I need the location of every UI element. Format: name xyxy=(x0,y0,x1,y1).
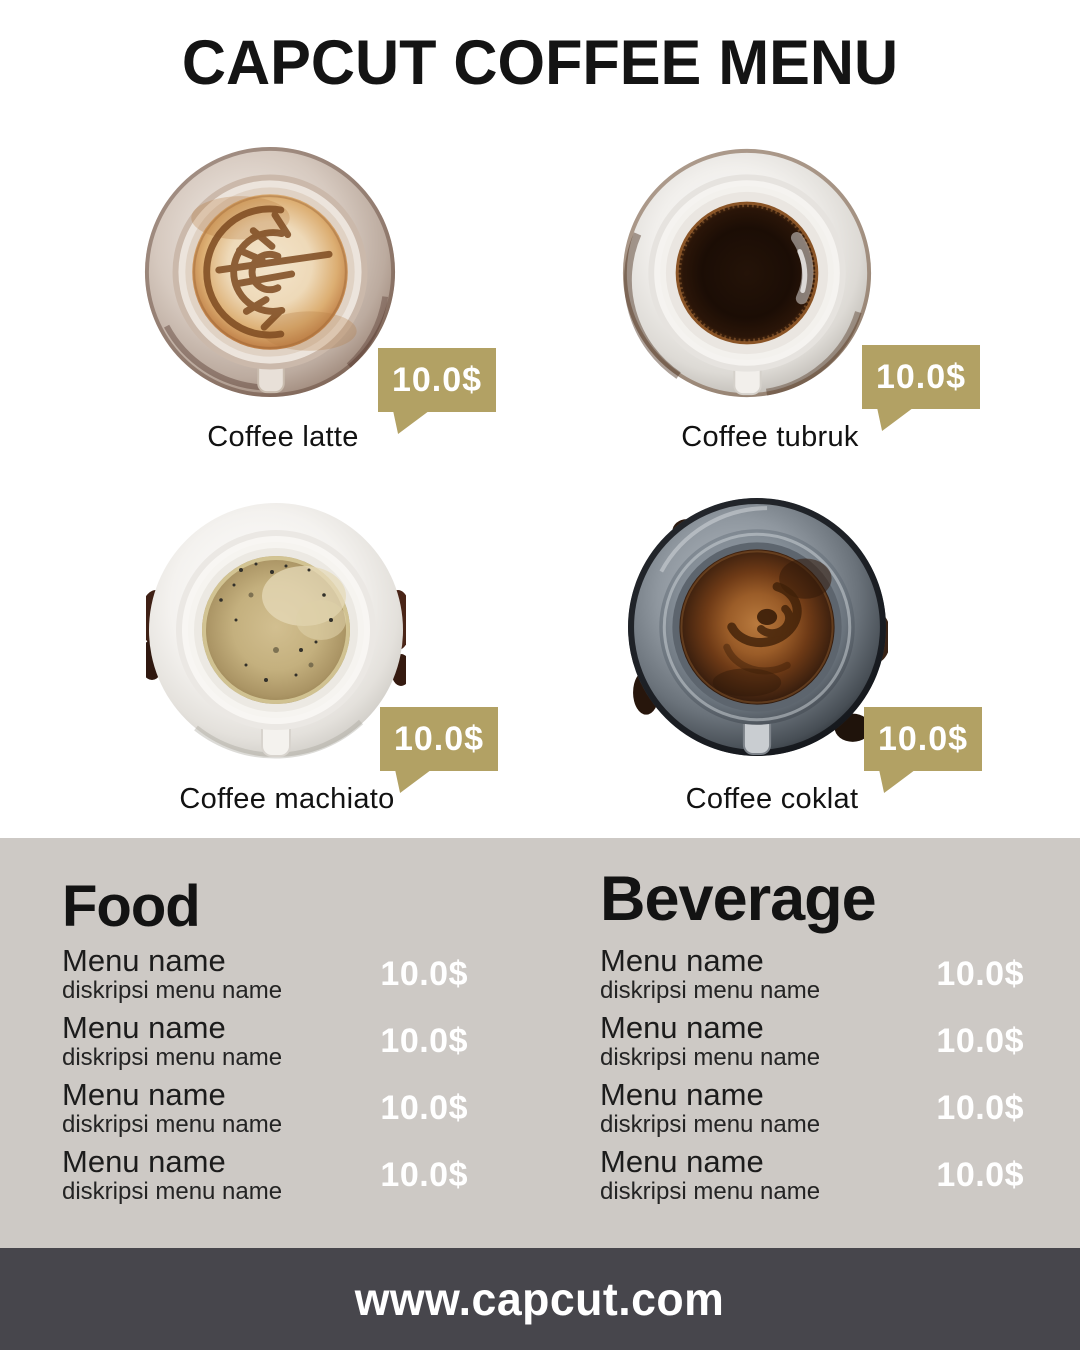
menu-item-name: Menu name xyxy=(62,1144,226,1179)
coffee-latte-image xyxy=(142,144,398,400)
menu-item-text: Menu name diskripsi menu name xyxy=(600,1145,820,1205)
menu-item-row: Menu name diskripsi menu name 10.0$ xyxy=(600,1145,1024,1205)
product-name-coklat: Coffee coklat xyxy=(685,783,859,815)
price-tag-tubruk: 10.0$ xyxy=(862,345,980,431)
product-name-tubruk: Coffee tubruk xyxy=(681,421,859,453)
menu-item-desc: diskripsi menu name xyxy=(600,1044,821,1071)
footer-bar: www.capcut.com xyxy=(0,1248,1080,1350)
menu-item-desc: diskripsi menu name xyxy=(62,977,283,1004)
menu-item-text: Menu name diskripsi menu name xyxy=(62,1078,282,1138)
menu-item-text: Menu name diskripsi menu name xyxy=(600,1078,820,1138)
product-name-machiato: Coffee machiato xyxy=(179,783,395,815)
menu-item-name: Menu name xyxy=(62,1077,226,1112)
menu-item-row: Menu name diskripsi menu name 10.0$ xyxy=(600,944,1024,1004)
price-label: 10.0$ xyxy=(393,720,485,758)
menu-item-price: 10.0$ xyxy=(936,1155,1024,1194)
menu-item-desc: diskripsi menu name xyxy=(62,1044,283,1071)
menu-item-text: Menu name diskripsi menu name xyxy=(62,1145,282,1205)
product-name-latte: Coffee latte xyxy=(207,421,359,453)
menu-item-name: Menu name xyxy=(600,1077,764,1112)
menu-item-row: Menu name diskripsi menu name 10.0$ xyxy=(62,1145,468,1205)
menu-item-row: Menu name diskripsi menu name 10.0$ xyxy=(62,944,468,1004)
menu-item-price: 10.0$ xyxy=(380,1021,468,1060)
menu-item-price: 10.0$ xyxy=(936,954,1024,993)
price-label: 10.0$ xyxy=(391,361,483,399)
menu-item-name: Menu name xyxy=(62,943,226,978)
price-tag-coklat: 10.0$ xyxy=(864,707,982,793)
menu-item-desc: diskripsi menu name xyxy=(600,1111,821,1138)
menu-item-price: 10.0$ xyxy=(380,1155,468,1194)
menu-item-name: Menu name xyxy=(62,1010,226,1045)
menu-item-row: Menu name diskripsi menu name 10.0$ xyxy=(62,1078,468,1138)
section-heading-beverage: Beverage xyxy=(600,864,877,934)
coffee-machiato-image xyxy=(146,500,406,760)
menu-item-text: Menu name diskripsi menu name xyxy=(62,1011,282,1071)
menu-item-desc: diskripsi menu name xyxy=(600,977,821,1004)
coffee-tubruk-image xyxy=(620,146,874,400)
menu-item-text: Menu name diskripsi menu name xyxy=(600,1011,820,1071)
coffee-coklat-image xyxy=(626,496,888,758)
price-tag-machiato: 10.0$ xyxy=(380,707,498,793)
menu-item-row: Menu name diskripsi menu name 10.0$ xyxy=(62,1011,468,1071)
page-title: CAPCUT COFFEE MENU xyxy=(181,28,899,98)
menu-item-price: 10.0$ xyxy=(380,1088,468,1127)
menu-item-name: Menu name xyxy=(600,1010,764,1045)
menu-item-row: Menu name diskripsi menu name 10.0$ xyxy=(600,1011,1024,1071)
menu-item-desc: diskripsi menu name xyxy=(62,1111,283,1138)
menu-item-price: 10.0$ xyxy=(936,1021,1024,1060)
menu-item-text: Menu name diskripsi menu name xyxy=(600,944,820,1004)
beverage-menu-list: Menu name diskripsi menu name 10.0$ Menu… xyxy=(600,944,1024,1212)
menu-item-desc: diskripsi menu name xyxy=(600,1178,821,1205)
menu-item-price: 10.0$ xyxy=(936,1088,1024,1127)
section-heading-food: Food xyxy=(62,874,201,939)
food-menu-list: Menu name diskripsi menu name 10.0$ Menu… xyxy=(62,944,468,1212)
price-label: 10.0$ xyxy=(877,720,969,758)
menu-item-text: Menu name diskripsi menu name xyxy=(62,944,282,1004)
menu-item-name: Menu name xyxy=(600,1144,764,1179)
menu-item-price: 10.0$ xyxy=(380,954,468,993)
menu-item-name: Menu name xyxy=(600,943,764,978)
menu-panel xyxy=(0,838,1080,1248)
menu-item-desc: diskripsi menu name xyxy=(62,1178,283,1205)
footer-website: www.capcut.com xyxy=(355,1273,725,1325)
menu-item-row: Menu name diskripsi menu name 10.0$ xyxy=(600,1078,1024,1138)
price-label: 10.0$ xyxy=(875,358,967,396)
